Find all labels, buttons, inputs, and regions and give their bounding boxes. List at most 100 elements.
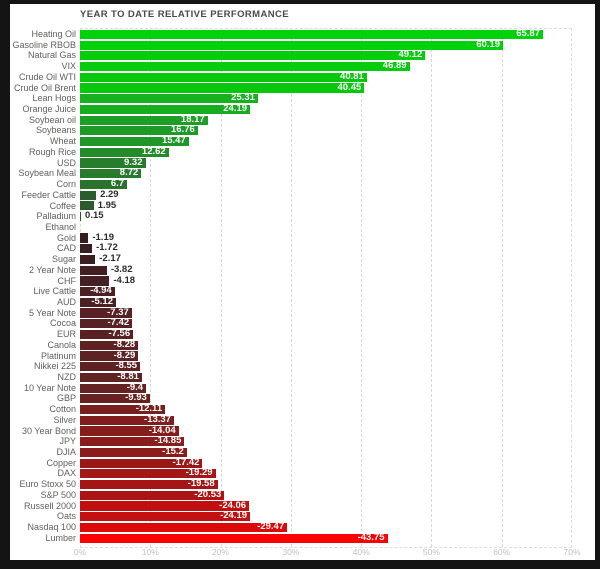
- category-label: Euro Stoxx 50: [19, 479, 76, 490]
- bar-track: 12.62: [80, 145, 572, 158]
- bar-row: Soybean oil 18.17: [10, 114, 572, 126]
- bar-track: -29.47: [80, 521, 572, 533]
- bar-row: JPY -14.85: [10, 436, 572, 447]
- bar-track: 40.81: [80, 71, 572, 83]
- performance-bar: [80, 340, 139, 350]
- bar-row: Crude Oil WTI 40.81: [10, 71, 572, 83]
- bar-track: -1.19: [80, 232, 572, 244]
- bar-row: DJIA -15.2: [10, 446, 572, 458]
- bar-track: -43.75: [80, 532, 572, 544]
- bar-track: -19.58: [80, 479, 572, 490]
- value-label: 25.31: [231, 92, 255, 104]
- category-label: Soybean Meal: [18, 168, 76, 179]
- category-label: DAX: [57, 468, 76, 479]
- bar-row: GBP -9.93: [10, 393, 572, 404]
- category-label: Nasdaq 100: [27, 522, 76, 533]
- value-label: -3.82: [110, 263, 133, 275]
- bar-row: Coffee 1.95: [10, 200, 572, 212]
- bar-row: Russell 2000 -24.06: [10, 499, 572, 512]
- value-label: 24.19: [223, 103, 248, 115]
- category-label: GBP: [56, 393, 76, 404]
- category-label: 2 Year Note: [28, 264, 76, 275]
- performance-bar: [80, 287, 115, 297]
- performance-bar: [80, 61, 410, 72]
- bar-track: -8.28: [80, 339, 572, 351]
- bar-track: -20.53: [80, 489, 572, 501]
- bar-row: 2 Year Note -3.82: [10, 263, 572, 276]
- bar-row: Heating Oil 65.87: [10, 28, 572, 40]
- category-label: USD: [56, 157, 76, 168]
- bar-row: Euro Stoxx 50 -19.58: [10, 479, 572, 490]
- category-label: Russell 2000: [23, 500, 76, 511]
- bar-row: Silver -13.37: [10, 414, 572, 426]
- bar-row: Gasoline RBOB 60.19: [10, 38, 572, 51]
- value-label: -12.11: [135, 403, 163, 415]
- value-label: -5.12: [91, 295, 113, 307]
- value-label: -24.06: [219, 499, 247, 511]
- category-label: Live Cattle: [33, 286, 76, 297]
- value-label: 60.19: [476, 38, 501, 50]
- category-label: 30 Year Bond: [21, 425, 76, 436]
- category-label: Soybeans: [35, 125, 76, 136]
- value-label: 9.32: [124, 156, 143, 168]
- value-label: -17.42: [172, 456, 200, 468]
- performance-bar: [80, 254, 96, 265]
- bar-track: 49.12: [80, 50, 572, 61]
- bar-track: -15.2: [80, 446, 572, 458]
- performance-bar: [80, 94, 258, 104]
- performance-bar: [80, 426, 179, 436]
- bar-row: Live Cattle -4.94: [10, 286, 572, 297]
- performance-bar: [80, 212, 82, 222]
- category-label: Gold: [56, 232, 76, 243]
- bar-track: 9.32: [80, 156, 572, 169]
- category-label: Nikkei 225: [33, 361, 76, 372]
- category-label: NZD: [57, 372, 77, 382]
- bar-track: -7.42: [80, 318, 572, 329]
- category-label: Canola: [47, 339, 76, 350]
- bar-row: Rough Rice 12.62: [10, 145, 572, 158]
- bar-track: -13.37: [80, 414, 572, 426]
- category-label: Natural Gas: [27, 50, 76, 61]
- bar-row: AUD -5.12: [10, 295, 572, 308]
- category-label: Lumber: [45, 532, 76, 543]
- bar-track: [80, 222, 572, 233]
- category-label: Crude Oil WTI: [18, 71, 76, 82]
- performance-bar: [80, 308, 132, 318]
- value-label: 12.62: [141, 145, 166, 157]
- value-label: -9.4: [126, 381, 144, 393]
- bar-row: Orange Juice 24.19: [10, 103, 572, 115]
- performance-bar: [80, 244, 93, 254]
- category-label: 5 Year Note: [28, 307, 76, 318]
- performance-bar: [80, 72, 367, 82]
- x-axis-tick-label: 20%: [212, 547, 230, 557]
- performance-bar: [80, 351, 139, 361]
- category-label: Cotton: [49, 404, 76, 415]
- bar-row: NZD -8.81: [10, 371, 572, 383]
- performance-bar: [80, 447, 187, 458]
- performance-bar: [80, 104, 251, 115]
- bar-row: Wheat 15.47: [10, 136, 572, 147]
- bar-row: Gold -1.19: [10, 232, 572, 244]
- performance-bar: [80, 179, 128, 190]
- category-label: 10 Year Note: [23, 382, 76, 393]
- value-label: 6.7: [110, 178, 125, 190]
- performance-bar: [80, 415, 174, 425]
- bar-track: 25.31: [80, 93, 572, 104]
- bar-row: EUR -7.56: [10, 329, 572, 340]
- bar-row: Sugar -2.17: [10, 253, 572, 265]
- category-label: Lean Hogs: [32, 93, 76, 104]
- bar-track: -4.94: [80, 286, 572, 297]
- bar-track: -8.29: [80, 350, 572, 362]
- performance-bar: [80, 126, 198, 136]
- bar-track: 0.15: [80, 211, 572, 222]
- category-label: Feeder Cattle: [21, 189, 76, 200]
- category-label: Palladium: [36, 211, 76, 222]
- category-label: S&P 500: [40, 489, 76, 500]
- performance-bar: [80, 83, 365, 93]
- performance-bar: [80, 394, 150, 404]
- category-label: Platinum: [40, 350, 76, 361]
- bar-track: 1.95: [80, 200, 572, 212]
- bar-row: Nasdaq 100 -29.47: [10, 521, 572, 533]
- performance-bar: [80, 40, 504, 50]
- value-label: -4.18: [113, 274, 136, 286]
